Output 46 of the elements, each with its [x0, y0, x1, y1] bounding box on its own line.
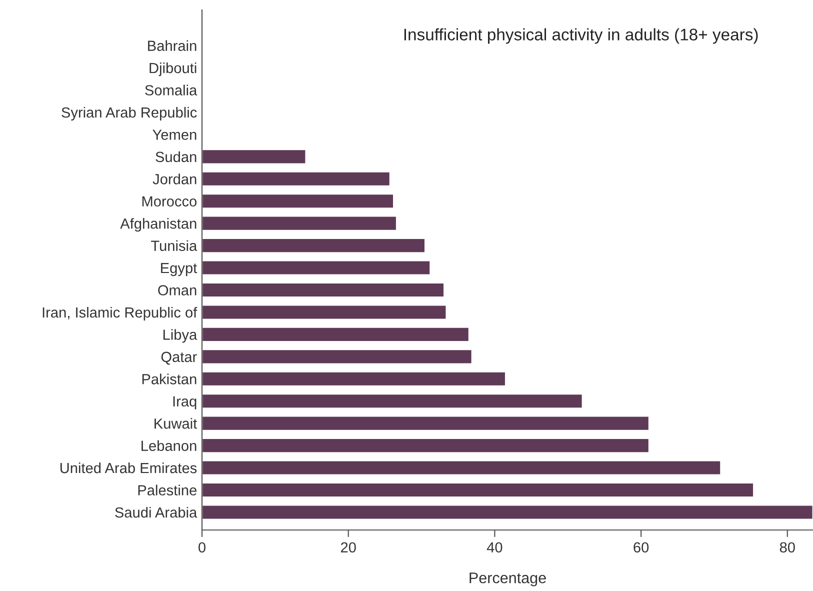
x-tick-label: 20 — [340, 542, 356, 553]
y-tick-label: Iran, Islamic Republic of — [42, 306, 198, 321]
y-tick-label: Jordan — [152, 174, 196, 184]
y-tick-label: Kuwait — [154, 418, 198, 429]
bar — [202, 282, 445, 298]
x-tick-label: 80 — [780, 542, 795, 553]
bar — [202, 482, 754, 498]
y-tick-label: Pakistan — [142, 374, 196, 384]
y-tick-label: Syrian Arab Republic — [62, 106, 197, 121]
bar — [202, 504, 813, 520]
y-tick-label: Palestine — [138, 484, 196, 496]
x-tick-label: 40 — [486, 542, 502, 553]
x-tick-label: 0 — [198, 542, 206, 553]
bar — [202, 370, 506, 387]
y-tick-label: Yemen — [152, 130, 196, 140]
y-tick-label: Egypt — [161, 263, 198, 276]
bar — [202, 260, 431, 276]
bar — [202, 215, 398, 232]
y-tick-label: Tunisia — [151, 240, 198, 251]
bar — [202, 326, 470, 342]
y-tick-label: Morocco — [142, 196, 197, 207]
y-tick-label: Qatar — [161, 352, 197, 365]
bar — [202, 393, 584, 410]
bar — [202, 438, 650, 454]
bar — [202, 460, 722, 476]
y-tick-label: Lebanon — [142, 440, 196, 451]
y-tick-label: Djibouti — [150, 62, 196, 76]
y-tick-label: Sudan — [156, 151, 196, 162]
y-tick-label: Somalia — [145, 84, 198, 96]
bar — [202, 415, 650, 432]
bar — [202, 304, 448, 320]
text: Insufficient physical activity in adults (18+ years) — [404, 28, 758, 44]
y-tick-label: Oman — [158, 285, 196, 296]
y-tick-label: Afghanistan — [120, 218, 196, 232]
y-tick-label: Saudi Arabia — [115, 506, 198, 518]
bar — [202, 148, 307, 165]
bar — [202, 238, 426, 254]
y-tick-label: Bahrain — [148, 40, 196, 51]
bar — [202, 170, 391, 187]
y-tick-label: Iraq — [173, 396, 196, 410]
bar — [202, 348, 473, 365]
y-tick-label: United Arab Emirates — [60, 462, 197, 474]
x-axis-title: Percentage — [470, 572, 546, 586]
x-tick-label: 60 — [634, 542, 649, 553]
bar — [202, 193, 394, 210]
y-tick-label: Libya — [163, 329, 198, 343]
